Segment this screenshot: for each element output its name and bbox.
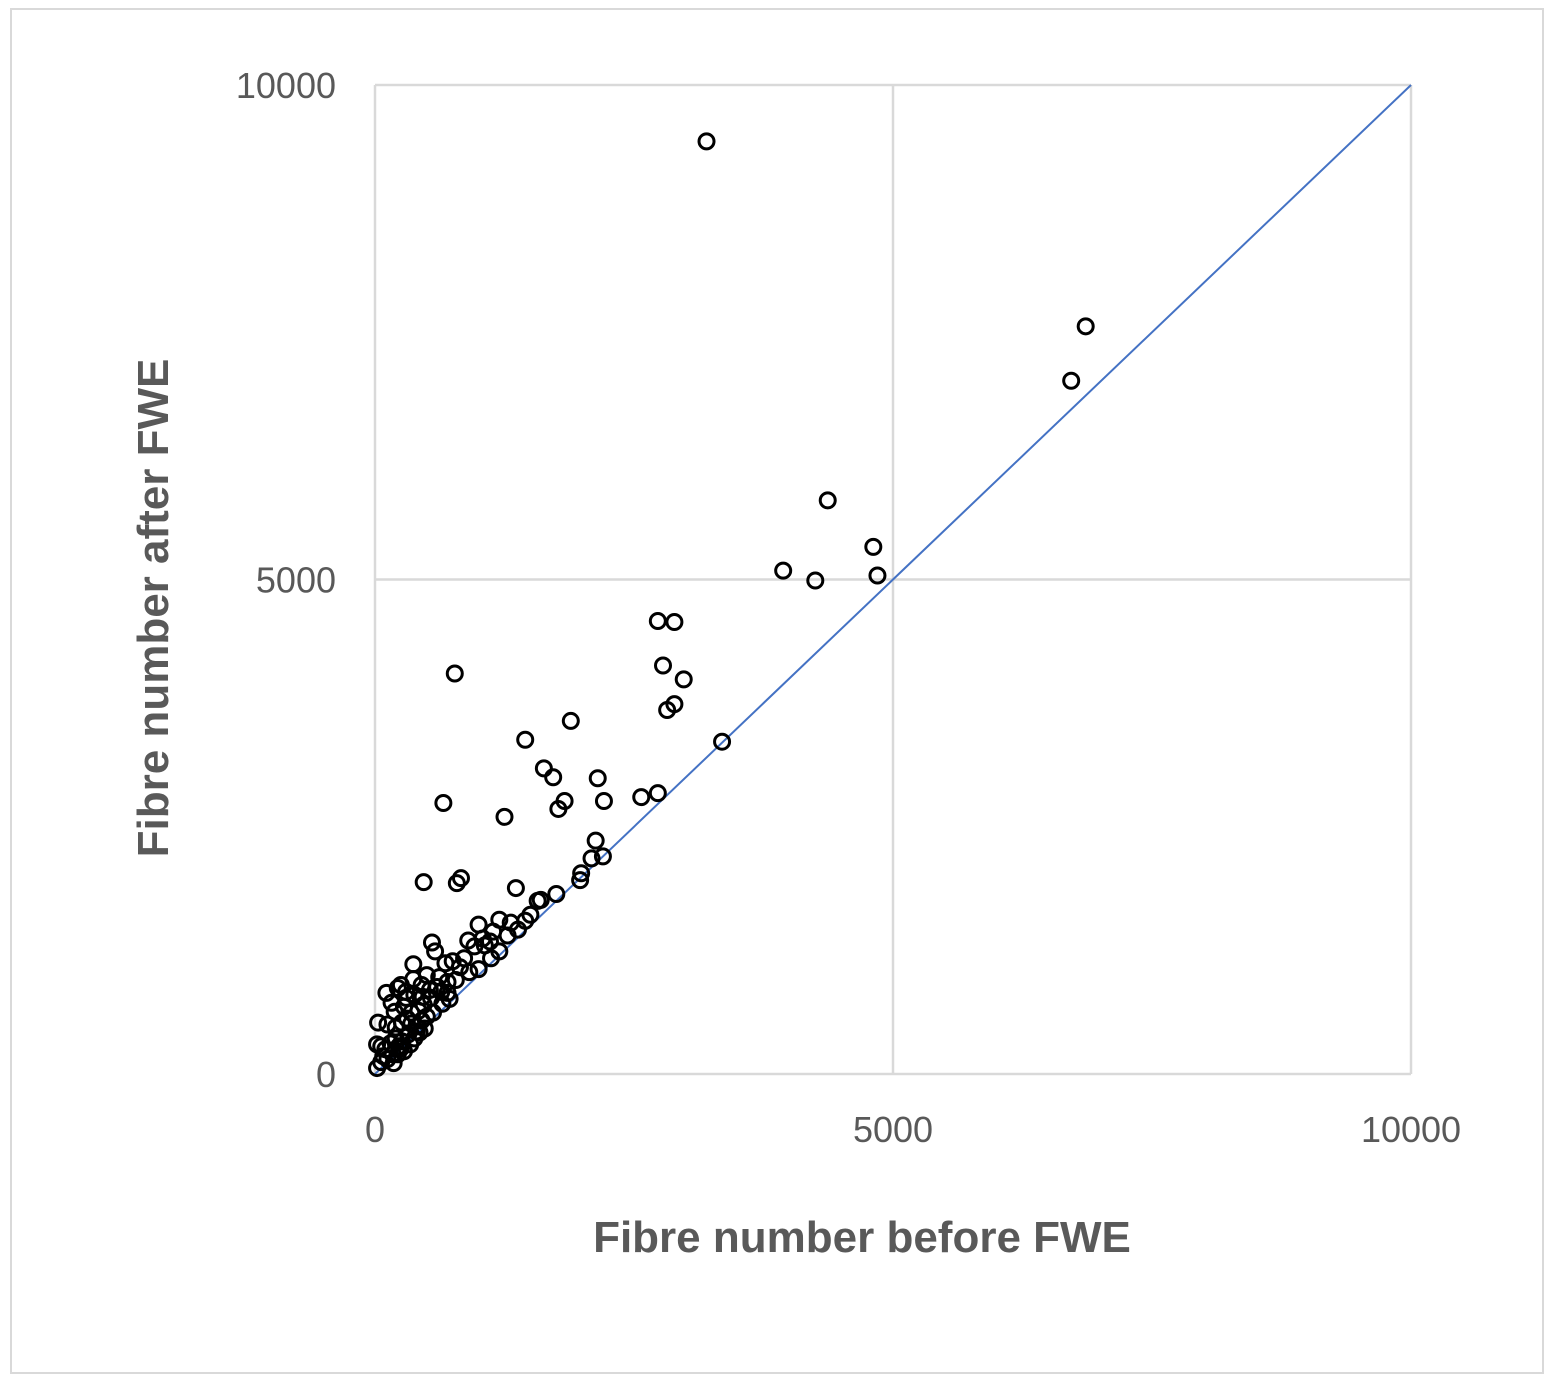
data-point [460, 963, 479, 982]
data-point [648, 784, 667, 803]
x-tick-label: 10000 [1361, 1109, 1461, 1150]
x-tick-label: 0 [365, 1109, 385, 1150]
data-point [506, 879, 525, 898]
data-point [868, 566, 887, 585]
data-point [469, 960, 488, 979]
data-point [465, 937, 484, 956]
data-point [674, 670, 693, 689]
data-point [654, 656, 673, 675]
y-tick-label: 5000 [256, 560, 336, 601]
data-point [528, 891, 547, 910]
data-point [415, 1019, 434, 1038]
data-point [818, 491, 837, 510]
reference-line [374, 84, 1412, 1075]
data-point [572, 864, 591, 883]
data-point [495, 807, 514, 826]
y-tick-label: 0 [316, 1054, 336, 1095]
chart-frame [10, 8, 1544, 1374]
data-point [369, 1013, 388, 1032]
data-point [549, 799, 568, 818]
y-axis-title: Fibre number after FWE [129, 359, 178, 858]
data-point [586, 831, 605, 850]
data-point [404, 955, 423, 974]
grid-lines [373, 83, 1413, 1076]
x-tick-labels: 0 5000 10000 [365, 1109, 1461, 1150]
data-point [594, 792, 613, 811]
data-point [648, 612, 667, 631]
data-point [426, 942, 445, 961]
data-point [632, 788, 651, 807]
data-point [547, 885, 566, 904]
data-point [434, 794, 453, 813]
data-point [1076, 317, 1095, 336]
data-point [864, 537, 883, 556]
data-point [806, 571, 825, 590]
data-point [498, 926, 517, 945]
data-point [713, 732, 732, 751]
data-point [665, 695, 684, 714]
data-point [561, 711, 580, 730]
data-point [391, 1039, 410, 1058]
data-point [414, 873, 433, 892]
data-point [451, 869, 470, 888]
data-point [424, 1003, 443, 1022]
data-point [384, 1054, 403, 1073]
data-point [593, 847, 612, 866]
data-point [774, 561, 793, 580]
data-point [588, 769, 607, 788]
data-point [446, 971, 465, 990]
data-point [368, 1059, 387, 1078]
data-point [447, 874, 466, 893]
data-point [697, 132, 716, 151]
y-tick-label: 10000 [236, 65, 336, 106]
data-point [582, 849, 601, 868]
data-point [490, 942, 509, 961]
reference-line-layer [374, 84, 1412, 1075]
y-tick-labels: 0 5000 10000 [236, 65, 336, 1095]
data-point [534, 759, 553, 778]
data-point [571, 871, 590, 890]
data-point [405, 985, 424, 1004]
data-point [440, 989, 459, 1008]
data-point [544, 768, 563, 787]
x-axis-title: Fibre number before FWE [593, 1213, 1131, 1262]
data-point [422, 933, 441, 952]
data-point [1062, 371, 1081, 390]
data-point [516, 730, 535, 749]
data-points [368, 132, 1095, 1078]
x-tick-label: 5000 [853, 1109, 933, 1150]
data-point [665, 613, 684, 632]
data-point [445, 664, 464, 683]
data-point [377, 983, 396, 1002]
